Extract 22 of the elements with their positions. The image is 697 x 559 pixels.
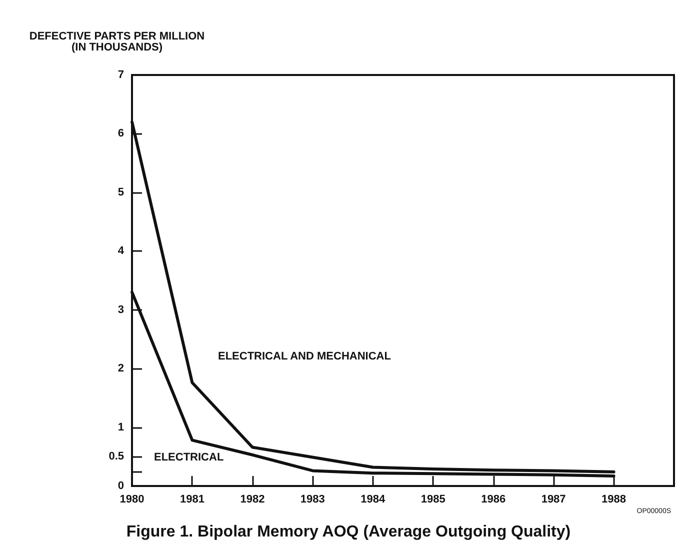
series-label: ELECTRICAL <box>154 452 224 464</box>
x-tick-label: 1981 <box>180 494 204 506</box>
y-tick-label: 0.5 <box>108 450 124 463</box>
y-tick-label: 3 <box>118 304 124 316</box>
y-tick-label: 4 <box>118 245 125 258</box>
y-tick-label: 1 <box>118 421 124 434</box>
y-tick-label: 5 <box>118 186 124 198</box>
x-tick-label: 1983 <box>300 494 325 506</box>
x-tick-label: 1987 <box>541 494 566 506</box>
text: ELECTRICAL AND MECHANICAL <box>218 350 392 362</box>
x-tick-label: 1982 <box>240 494 265 506</box>
y-tick-label: 0 <box>118 480 124 492</box>
y-tick-label: 7 <box>118 69 124 81</box>
y-tick-label: 6 <box>118 128 124 140</box>
text: Figure 1. Bipolar Memory AOQ (Average Outgoing Quality) <box>126 524 571 540</box>
x-tick-label: 1980 <box>120 494 144 506</box>
x-tick-label: 1984 <box>360 494 386 506</box>
x-tick-label: 1986 <box>481 494 506 506</box>
y-tick-label: 2 <box>118 362 124 375</box>
x-tick-label: 1985 <box>420 494 446 506</box>
y-axis-title: DEFECTIVE PARTS PER MILLION (IN THOUSANDS) <box>29 30 205 54</box>
x-tick-label: 1988 <box>602 494 626 506</box>
